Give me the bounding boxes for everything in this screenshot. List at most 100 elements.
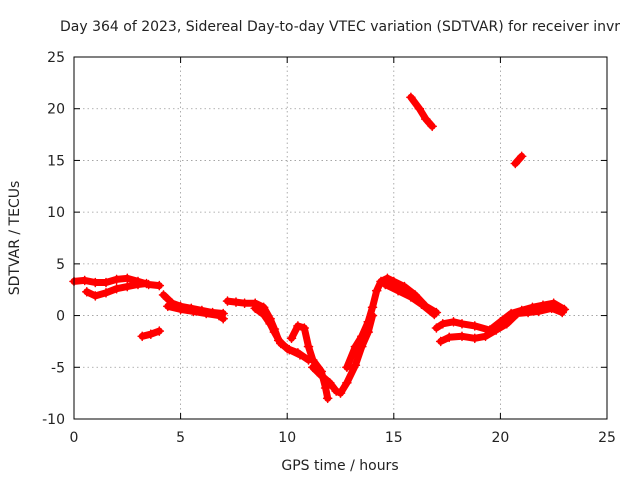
data-point: [258, 309, 269, 320]
data-point: [399, 281, 410, 292]
data-point: [470, 321, 480, 331]
data-point: [367, 302, 378, 313]
data-point: [444, 332, 454, 343]
y-tick-label: 25: [47, 50, 65, 66]
series-line: [309, 312, 376, 397]
x-tick-label: 20: [491, 430, 509, 446]
data-point: [512, 308, 523, 319]
data-point: [342, 378, 352, 388]
data-point: [427, 121, 437, 132]
data-point: [218, 313, 228, 324]
data-point: [416, 299, 427, 309]
data-point: [457, 331, 467, 342]
data-point: [516, 151, 527, 162]
data-point: [393, 285, 403, 296]
data-series: [69, 92, 570, 404]
data-point: [158, 290, 169, 300]
data-point: [414, 103, 425, 114]
data-point: [111, 283, 122, 294]
data-point: [122, 281, 133, 292]
data-point: [231, 297, 241, 307]
data-point: [101, 288, 111, 298]
axis-ticks: [73, 56, 608, 420]
data-point: [382, 273, 393, 284]
y-tick-label: 20: [47, 102, 65, 118]
series-arc-3: [137, 326, 165, 342]
data-point: [299, 323, 310, 333]
data-point: [438, 319, 448, 329]
series-arc-5: [163, 301, 228, 324]
data-point: [523, 307, 533, 318]
data-point: [335, 388, 346, 398]
data-point: [380, 279, 391, 290]
data-point: [491, 325, 501, 335]
x-tick-label: 5: [176, 430, 185, 446]
tick-labels: 0 5 10 15 20 25 -10 -5 0 5 10 15 20 25: [42, 50, 616, 446]
series-line: [407, 93, 436, 130]
data-point: [90, 291, 101, 301]
series-line: [511, 152, 526, 167]
data-point: [276, 338, 286, 349]
series-arc-14: [435, 303, 567, 347]
series-arc-7: [250, 303, 305, 360]
data-point: [284, 344, 295, 355]
x-axis-label: GPS time / hours: [281, 458, 398, 474]
data-point: [308, 362, 318, 373]
series-arc-9: [308, 310, 378, 398]
data-point: [480, 331, 491, 342]
data-point: [534, 306, 544, 317]
data-point: [502, 319, 512, 329]
data-point: [363, 317, 373, 327]
x-tick-label: 10: [278, 430, 296, 446]
grid-lines: [74, 57, 607, 419]
data-point: [421, 114, 431, 124]
y-tick-label: 15: [47, 153, 65, 169]
data-point: [250, 303, 260, 314]
data-point: [357, 331, 367, 342]
data-point: [457, 319, 467, 329]
data-point: [286, 333, 297, 344]
data-point: [82, 287, 92, 297]
y-tick-label: -10: [42, 412, 65, 428]
data-point: [320, 383, 331, 393]
data-point: [470, 333, 480, 344]
x-tick-label: 25: [598, 430, 616, 446]
data-point: [154, 326, 165, 336]
data-point: [133, 279, 143, 290]
data-point: [239, 298, 250, 308]
data-point: [295, 350, 305, 360]
data-point: [293, 321, 303, 331]
data-point: [371, 285, 382, 296]
y-tick-label: 0: [56, 309, 65, 325]
y-tick-label: -5: [51, 360, 65, 376]
data-point: [146, 329, 156, 339]
data-point: [163, 301, 173, 312]
data-point: [79, 275, 90, 286]
y-axis-label: SDTVAR / TECUs: [7, 181, 23, 296]
data-point: [350, 341, 361, 352]
y-tick-label: 5: [56, 257, 65, 273]
data-point: [265, 319, 275, 329]
data-point: [101, 277, 111, 288]
data-point: [122, 273, 133, 284]
data-point: [111, 274, 122, 285]
data-point: [316, 370, 327, 381]
data-point: [303, 341, 314, 352]
data-point: [431, 323, 442, 333]
data-point: [188, 306, 199, 317]
data-point: [269, 327, 280, 337]
data-point: [546, 303, 557, 314]
data-point: [406, 292, 416, 302]
data-point: [90, 277, 101, 288]
series-arc-2: [82, 278, 152, 301]
data-point: [557, 307, 567, 318]
data-point: [389, 276, 399, 287]
chart-title: Day 364 of 2023, Sidereal Day-to-day VTE…: [60, 19, 620, 35]
data-point: [201, 308, 211, 319]
series-arc-11: [380, 279, 440, 320]
x-tick-label: 0: [70, 430, 79, 446]
plot-frame: [73, 56, 608, 420]
series-arc-12: [406, 92, 437, 132]
